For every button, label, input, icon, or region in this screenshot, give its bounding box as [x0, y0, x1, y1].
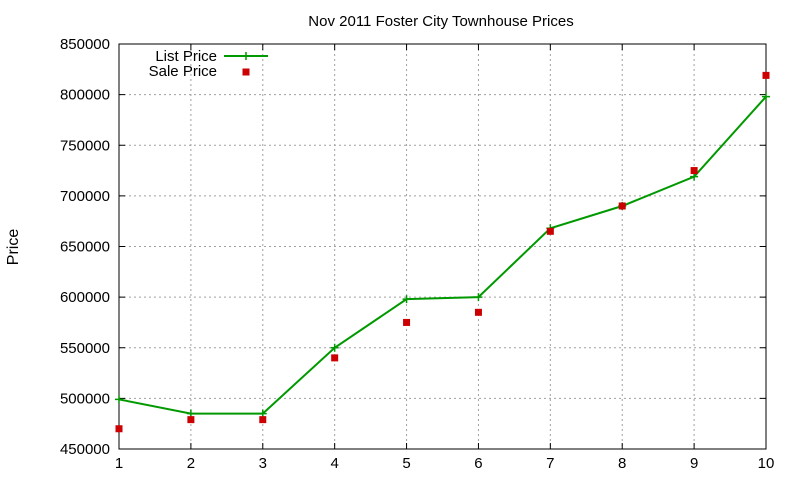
axis-ticks: [118, 43, 767, 450]
x-tick-label: 2: [187, 455, 195, 472]
chart-title: Nov 2011 Foster City Townhouse Prices: [308, 13, 573, 30]
data-point-sale-price: [618, 202, 626, 210]
y-tick-label: 550000: [60, 340, 110, 357]
x-tick-label: 10: [758, 455, 775, 472]
data-point-sale-price: [546, 227, 554, 235]
data-point-sale-price: [331, 354, 339, 362]
y-tick-label: 500000: [60, 390, 110, 407]
y-tick-label: 650000: [60, 239, 110, 256]
y-axis-tick-labels: 450000 500000 550000 600000 650000 700000 7500…: [60, 36, 110, 458]
data-point-list-price: [330, 343, 339, 352]
data-point-sale-price: [474, 308, 482, 316]
x-tick-label: 1: [115, 455, 123, 472]
y-tick-label: 850000: [60, 36, 110, 53]
data-point-list-price: [115, 395, 123, 404]
legend-label-sale-price: Sale Price: [149, 63, 217, 80]
data-series: [115, 71, 770, 433]
plot-area-border: [118, 43, 767, 450]
data-point-sale-price: [115, 425, 123, 433]
legend-marker-square: [242, 68, 250, 76]
data-point-sale-price: [187, 416, 195, 424]
legend: List Price Sale Price: [149, 48, 268, 80]
data-point-list-price: [402, 295, 411, 304]
x-tick-label: 3: [259, 455, 267, 472]
legend-label-list-price: List Price: [155, 48, 217, 65]
y-tick-label: 700000: [60, 188, 110, 205]
y-tick-label: 800000: [60, 87, 110, 104]
data-point-sale-price: [403, 318, 411, 326]
legend-marker-plus: [242, 52, 250, 60]
x-tick-label: 5: [402, 455, 410, 472]
y-tick-label: 750000: [60, 137, 110, 154]
legend-entry-sale-price: Sale Price: [149, 63, 250, 80]
series-sale-price: [115, 71, 770, 433]
data-point-sale-price: [762, 71, 770, 79]
legend-entry-list-price: List Price: [155, 48, 268, 65]
grid-lines: [119, 44, 766, 449]
y-tick-label: 600000: [60, 289, 110, 306]
x-axis-tick-labels: 1 2 3 4 5 6 7 8 9 10: [115, 455, 775, 472]
data-point-sale-price: [259, 416, 267, 424]
series-list-price: [115, 92, 770, 418]
data-point-list-price: [474, 293, 483, 302]
y-tick-label: 450000: [60, 441, 110, 458]
legend-marker-list-price: [242, 52, 250, 60]
data-point-list-price: [762, 92, 770, 101]
x-tick-label: 6: [474, 455, 482, 472]
series-line-list-price: [118, 95, 767, 415]
x-tick-label: 7: [546, 455, 554, 472]
legend-marker-sale-price: [242, 68, 250, 76]
x-tick-label: 9: [690, 455, 698, 472]
data-point-sale-price: [690, 167, 698, 175]
x-tick-label: 8: [618, 455, 626, 472]
x-tick-label: 4: [330, 455, 338, 472]
y-axis-label: Price: [5, 229, 22, 266]
